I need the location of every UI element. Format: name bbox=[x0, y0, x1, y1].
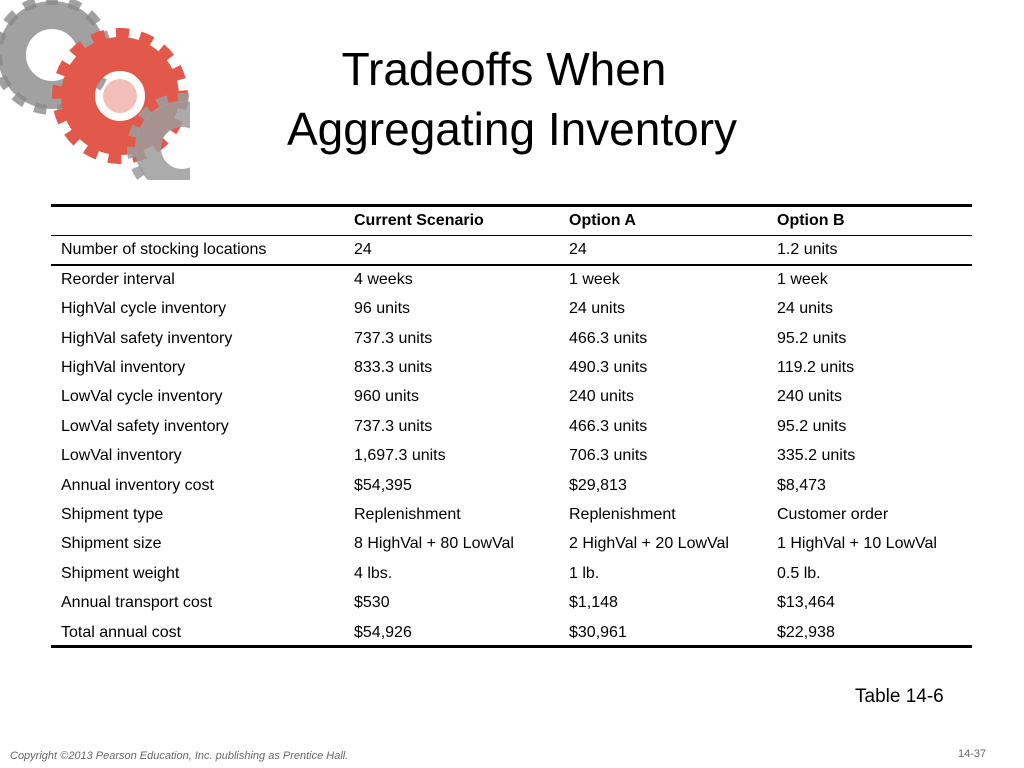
table-cell: 119.2 units bbox=[777, 359, 855, 376]
table-cell: 706.3 units bbox=[569, 447, 648, 465]
table-cell: Reorder interval bbox=[61, 270, 175, 288]
table-cell: 95.2 units bbox=[777, 417, 847, 435]
table-cell: HighVal safety inventory bbox=[61, 329, 233, 347]
table-cell: $22,938 bbox=[777, 623, 835, 641]
table-cell: Shipment type bbox=[61, 506, 164, 523]
header-cell: Current Scenario bbox=[354, 212, 484, 229]
title-line: Tradeoffs When bbox=[341, 43, 667, 95]
table-cell: HighVal inventory bbox=[61, 359, 186, 376]
table-cell: Shipment size bbox=[61, 535, 162, 553]
table-rule bbox=[51, 645, 972, 648]
table-cell: 4 lbs. bbox=[354, 564, 393, 582]
table-cell: 24 units bbox=[777, 300, 834, 318]
table-cell: 737.3 units bbox=[354, 329, 433, 347]
table-cell: 240 units bbox=[777, 388, 842, 406]
table-cell: 24 bbox=[569, 241, 587, 259]
table-cell: LowVal cycle inventory bbox=[61, 388, 223, 406]
table-cell: $30,961 bbox=[569, 623, 627, 641]
table-cell: 1,697.3 units bbox=[354, 447, 446, 465]
table-rule bbox=[51, 204, 972, 207]
table-cell: 335.2 units bbox=[777, 447, 856, 465]
table-cell: 24 units bbox=[569, 300, 626, 318]
table-cell: 0.5 lb. bbox=[777, 564, 821, 582]
copyright: Copyright ©2013 Pearson Education, Inc. … bbox=[10, 750, 349, 762]
table-cell: LowVal inventory bbox=[61, 447, 182, 465]
table-cell: Replenishment bbox=[569, 506, 676, 523]
table-cell: 1 week bbox=[569, 270, 620, 288]
table-cell: 960 units bbox=[354, 388, 419, 406]
table-cell: 2 HighVal + 20 LowVal bbox=[569, 535, 729, 553]
header-cell: Option A bbox=[569, 212, 636, 229]
table-cell: $530 bbox=[354, 594, 390, 612]
table-cell: Total annual cost bbox=[61, 623, 182, 641]
table-cell: 833.3 units bbox=[354, 359, 433, 376]
table-cell: Shipment weight bbox=[61, 564, 180, 582]
table-cell: 466.3 units bbox=[569, 329, 648, 347]
title-line: Aggregating Inventory bbox=[286, 103, 738, 155]
table-cell: $1,148 bbox=[569, 594, 618, 612]
table-cell: 1 week bbox=[777, 270, 828, 288]
table-cell: Customer order bbox=[777, 506, 889, 523]
table-cell: 24 bbox=[354, 241, 372, 259]
table-cell: 95.2 units bbox=[777, 329, 847, 347]
table-cell: 466.3 units bbox=[569, 417, 648, 435]
table-cell: 240 units bbox=[569, 388, 634, 406]
table-rule bbox=[51, 235, 972, 236]
table-cell: Number of stocking locations bbox=[61, 241, 267, 259]
gears-decoration bbox=[0, 0, 190, 180]
table-caption: Table 14-6 bbox=[855, 686, 944, 707]
table-cell: 96 units bbox=[354, 300, 411, 318]
table-cell: 8 HighVal + 80 LowVal bbox=[354, 535, 514, 553]
table-cell: 737.3 units bbox=[354, 417, 433, 435]
table-cell: $29,813 bbox=[569, 476, 627, 494]
table-cell: Annual transport cost bbox=[61, 594, 213, 612]
table-cell: 4 weeks bbox=[354, 270, 413, 288]
header-cell: Option B bbox=[777, 212, 845, 229]
table-rule bbox=[51, 264, 972, 266]
table-cell: LowVal safety inventory bbox=[61, 417, 229, 435]
table-cell: 1.2 units bbox=[777, 241, 838, 259]
table-cell: $54,395 bbox=[354, 476, 412, 494]
table-cell: Annual inventory cost bbox=[61, 476, 214, 494]
table-cell: $8,473 bbox=[777, 476, 826, 494]
table-cell: Replenishment bbox=[354, 506, 461, 523]
page-number: 14-37 bbox=[958, 748, 987, 760]
table-cell: 1 lb. bbox=[569, 564, 600, 582]
table-cell: 1 HighVal + 10 LowVal bbox=[777, 535, 937, 553]
table-cell: $54,926 bbox=[354, 623, 412, 641]
table-cell: 490.3 units bbox=[569, 359, 648, 376]
table-cell: $13,464 bbox=[777, 594, 835, 612]
table-cell: HighVal cycle inventory bbox=[61, 300, 227, 318]
